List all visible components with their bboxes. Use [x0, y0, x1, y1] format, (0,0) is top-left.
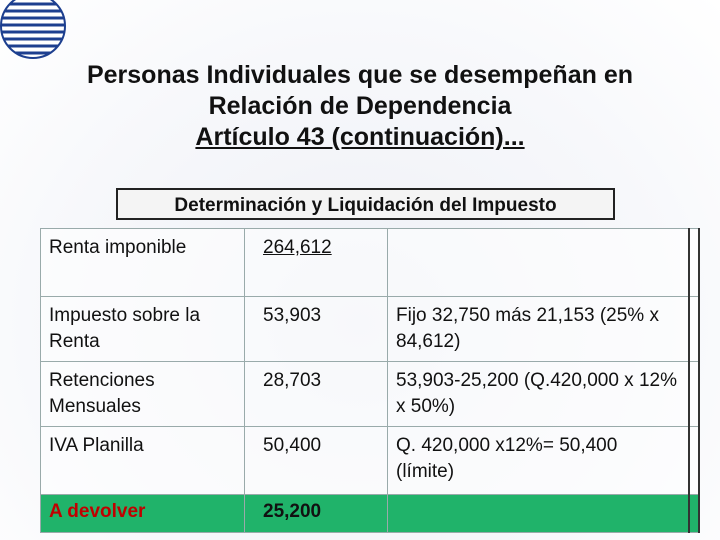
table-cell: 25,200 — [244, 494, 388, 533]
logo — [0, 0, 66, 59]
table-cell: 28,703 — [244, 361, 388, 427]
title-line: Personas Individuales que se desempeñan … — [86, 61, 634, 89]
table-cell: 53,903-25,200 (Q.420,000 x 12% x 50%) — [387, 361, 690, 427]
table-cell: 50,400 — [244, 426, 388, 495]
table-cell: Impuesto sobre la Renta — [40, 296, 245, 362]
table-cell — [688, 361, 700, 427]
table-cell — [688, 494, 700, 533]
cell-text: 28,703 — [263, 370, 322, 391]
cell-text: Fijo 32,750 más 21,153 (25% x 84,612) — [396, 305, 659, 352]
cell-text: A devolver — [49, 501, 146, 522]
table-cell — [387, 228, 690, 297]
table-row: IVA Planilla 50,400 Q. 420,000 x12%= 50,40… — [40, 426, 700, 495]
cell-text: 264,612 — [263, 237, 332, 258]
table-cell: A devolver — [40, 494, 245, 533]
cell-text: IVA Planilla — [49, 435, 144, 456]
table-row: Retenciones Mensuales 28,703 53,903-25,200… — [40, 361, 700, 427]
cell-text: Renta imponible — [49, 237, 187, 258]
table-cell: Q. 420,000 x12%= 50,400 (límite) — [387, 426, 690, 495]
table-cell — [387, 494, 690, 533]
cell-text: Q. 420,000 x12%= 50,400 (límite) — [396, 435, 618, 482]
title-line: Relación de Dependencia — [208, 92, 512, 120]
title: Personas Individuales que se desempeñan … — [0, 60, 720, 153]
cell-text: Retenciones Mensuales — [49, 370, 155, 417]
cell-text: 50,400 — [263, 435, 322, 456]
table-cell — [688, 228, 700, 297]
title-line: Artículo 43 (continuación)... — [195, 123, 525, 151]
tax-table: Renta imponible 264,612 Impuesto sobre la … — [40, 228, 700, 533]
table-cell — [688, 426, 700, 495]
table-row: Impuesto sobre la Renta 53,903 Fijo 32,750… — [40, 296, 700, 362]
table-cell: Renta imponible — [40, 228, 245, 297]
table-cell: 53,903 — [244, 296, 388, 362]
cell-text: 25,200 — [263, 501, 322, 522]
cell-text: Impuesto sobre la Renta — [49, 305, 201, 352]
table-row: A devolver 25,200 — [40, 494, 700, 533]
subtitle: Determinación y Liquidación del Impuesto — [116, 188, 615, 220]
table-row: Renta imponible 264,612 — [40, 228, 700, 297]
table-cell — [688, 296, 700, 362]
cell-text: 53,903-25,200 (Q.420,000 x 12% x 50%) — [396, 370, 677, 417]
table-cell: Fijo 32,750 más 21,153 (25% x 84,612) — [387, 296, 690, 362]
table-cell: 264,612 — [244, 228, 388, 297]
table-cell: Retenciones Mensuales — [40, 361, 245, 427]
cell-text: 53,903 — [263, 305, 322, 326]
table-cell: IVA Planilla — [40, 426, 245, 495]
